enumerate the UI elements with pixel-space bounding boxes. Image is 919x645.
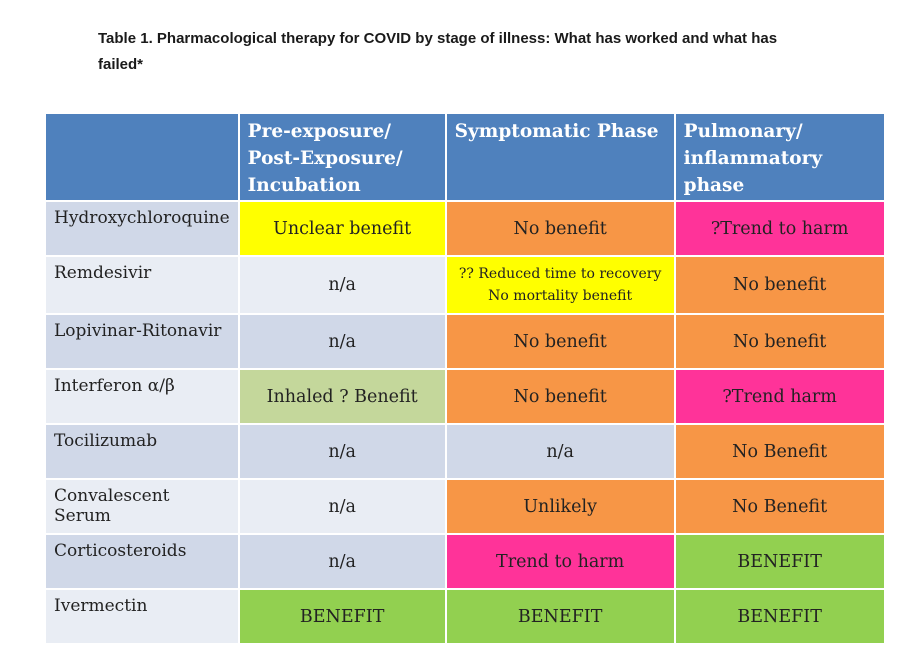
phase-outcome-cell: No benefit [673,313,886,370]
phase-outcome-cell: Unlikely [444,478,676,535]
phase-outcome-cell: n/a [444,423,676,480]
phase-outcome-cell: n/a [237,533,447,590]
drug-name-cell: Ivermectin [44,588,240,645]
phase-outcome-cell: No Benefit [673,478,886,535]
outcome-text: n/a [328,275,356,295]
table-row: Convalescent Serum n/a Unlikely No Benefit [44,478,886,535]
outcome-text: ?Trend to harm [710,218,849,239]
header-pre-exposure: Pre-exposure/ Post-Exposure/ Incubation [237,112,447,202]
phase-outcome-cell: BENEFIT [673,533,886,590]
phase-outcome-cell: ?? Reduced time to recovery No mortality … [444,255,676,315]
phase-outcome-cell: No Benefit [673,423,886,480]
table-row: Remdesivir n/a ?? Reduced time to recovery… [44,255,886,315]
drug-name-cell: Convalescent Serum [44,478,240,535]
table-row: Ivermectin BENEFIT BENEFIT BENEFIT [44,588,886,645]
outcome-text: No benefit [733,331,827,352]
outcome-text: n/a [328,331,356,352]
drug-name-cell: Hydroxychloroquine [44,200,240,257]
outcome-text: n/a [328,551,356,572]
outcome-text: Trend to harm [496,551,625,572]
phase-outcome-cell: Inhaled ? Benefit [237,368,447,425]
table-row: Interferon α/β Inhaled ? Benefit No benefi… [44,368,886,425]
outcome-text: BENEFIT [737,606,822,627]
outcome-text: Unclear benefit [273,218,412,239]
outcome-text: n/a [328,496,356,517]
outcome-text: No Benefit [732,441,828,462]
drug-name-cell: Remdesivir [44,255,240,315]
phase-outcome-cell: ?Trend to harm [673,200,886,257]
phase-outcome-cell: No benefit [444,313,676,370]
drug-name-cell: Lopivinar-Ritonavir [44,313,240,370]
phase-outcome-cell: No benefit [444,200,676,257]
phase-outcome-cell: BENEFIT [237,588,447,645]
table-row: Tocilizumab n/a n/a No Benefit [44,423,886,480]
phase-outcome-cell: BENEFIT [444,588,676,645]
outcome-text: BENEFIT [299,606,385,627]
therapy-table: Pre-exposure/ Post-Exposure/ Incubation … [44,112,886,645]
header-cell-empty [44,112,240,202]
phase-outcome-cell: No benefit [673,255,886,315]
drug-name-cell: Corticosteroids [44,533,240,590]
outcome-text: Inhaled ? Benefit [266,386,418,407]
outcome-text: No benefit [513,331,607,352]
phase-outcome-cell: n/a [237,313,447,370]
outcome-text: n/a [546,441,574,462]
header-symptomatic-phase: Symptomatic Phase [444,112,676,202]
outcome-text: No benefit [733,275,827,295]
phase-outcome-cell: No benefit [444,368,676,425]
phase-outcome-cell: n/a [237,423,447,480]
outcome-text: BENEFIT [737,551,822,572]
phase-outcome-cell: n/a [237,478,447,535]
phase-outcome-cell: Unclear benefit [237,200,447,257]
header-row: Pre-exposure/ Post-Exposure/ Incubation … [44,112,886,202]
table-row: Corticosteroids n/a Trend to harm BENEFIT [44,533,886,590]
outcome-text: No Benefit [732,496,828,517]
phase-outcome-cell: n/a [237,255,447,315]
phase-outcome-cell: BENEFIT [673,588,886,645]
header-pulmonary-phase: Pulmonary/ inflammatory phase [673,112,886,202]
outcome-text-secondary: No mortality benefit [488,288,633,304]
outcome-text: ?Trend harm [722,386,837,407]
outcome-text: ?? Reduced time to recovery [458,266,662,282]
table-row: Lopivinar-Ritonavir n/a No benefit No benef… [44,313,886,370]
outcome-text: BENEFIT [517,606,603,627]
phase-outcome-cell: ?Trend harm [673,368,886,425]
table-row: Hydroxychloroquine Unclear benefit No bene… [44,200,886,257]
outcome-text: n/a [328,441,356,462]
phase-outcome-cell: Trend to harm [444,533,676,590]
outcome-text: Unlikely [523,496,597,517]
outcome-text: No benefit [513,386,607,407]
drug-name-cell: Interferon α/β [44,368,240,425]
drug-name-cell: Tocilizumab [44,423,240,480]
outcome-text: No benefit [513,218,607,239]
table-caption: Table 1. Pharmacological therapy for COV… [98,30,778,73]
